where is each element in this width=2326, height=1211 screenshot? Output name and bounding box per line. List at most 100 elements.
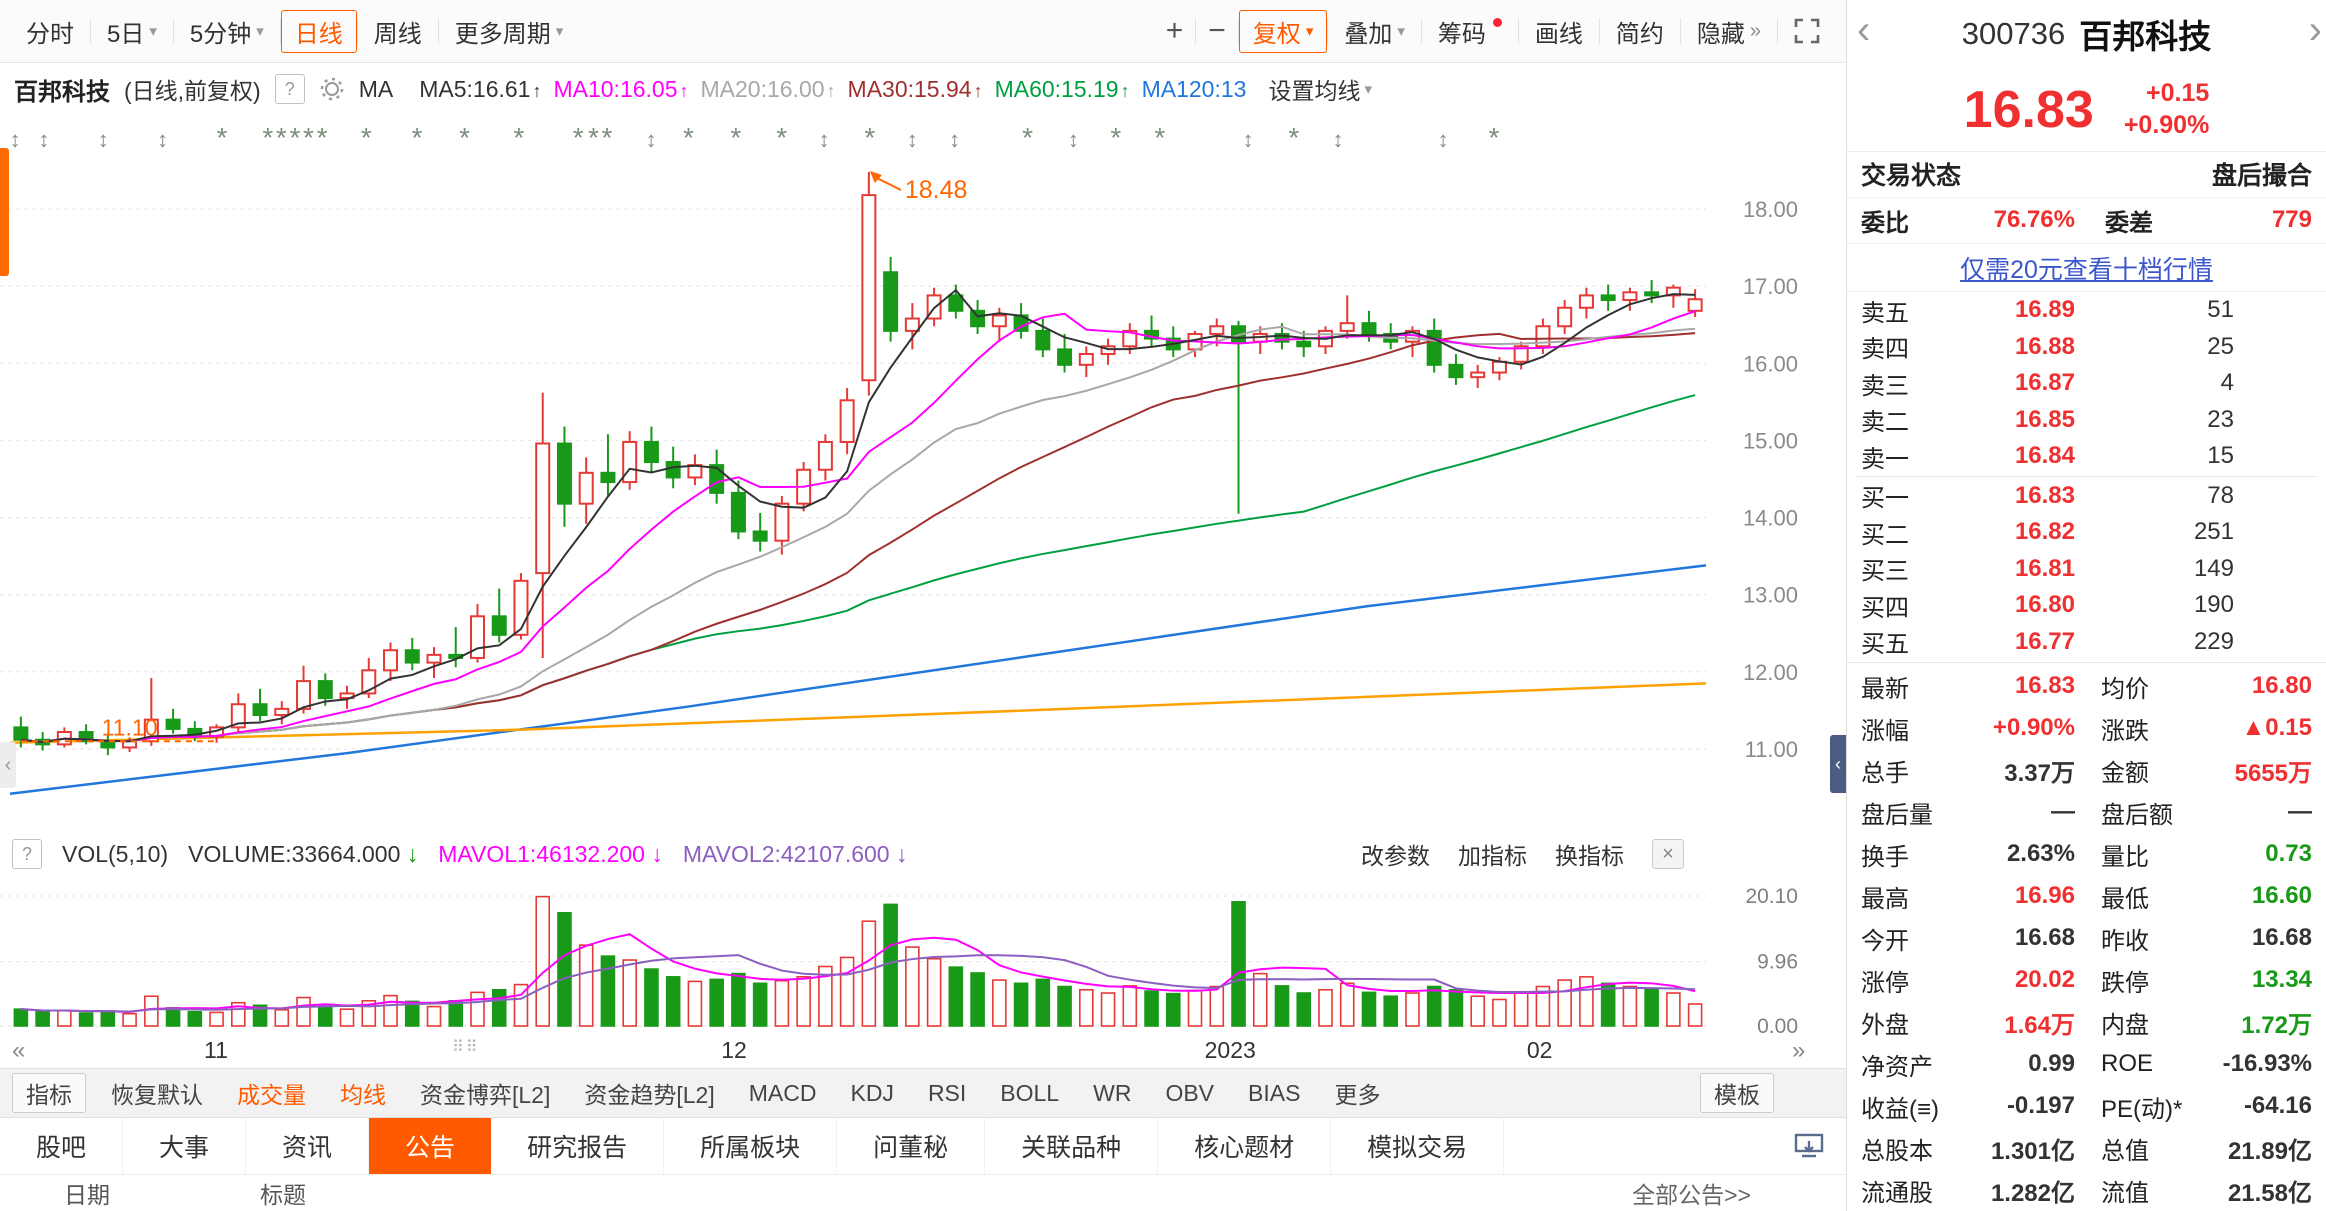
add-indicator-button[interactable]: 加指标: [1458, 843, 1527, 869]
tab-related-products[interactable]: 关联品种: [985, 1118, 1159, 1174]
tab-core-topics[interactable]: 核心题材: [1158, 1118, 1332, 1174]
ma-value-ma30: MA30:15.94 ↑: [847, 75, 983, 102]
indicator-tab-boll[interactable]: BOLL: [1000, 1079, 1060, 1106]
period-label: 分时: [26, 20, 74, 48]
tab-guba[interactable]: 股吧: [0, 1118, 124, 1174]
volume-bar: [317, 1005, 333, 1027]
draw-line-button[interactable]: 画线: [1519, 9, 1599, 54]
prev-stock-button[interactable]: ‹: [1857, 8, 1871, 52]
ma-settings-button[interactable]: 设置均线 ▾: [1268, 72, 1372, 106]
volume-bar: [905, 946, 920, 1027]
stat-label: 盘后量: [1861, 801, 1933, 829]
ma-values: MA5:16.61 ↑ MA10:16.05 ↑ MA20:16.00 ↑ MA30:15.…: [407, 76, 1246, 103]
mavol1-value: MAVOL1:46132.200 ↓: [438, 840, 663, 867]
tab-news[interactable]: 资讯: [246, 1118, 370, 1174]
next-stock-button[interactable]: ›: [2308, 8, 2322, 52]
left-edge-tab[interactable]: [0, 148, 9, 276]
tab-big-events[interactable]: 大事: [123, 1118, 247, 1174]
zoom-out-button[interactable]: −: [1208, 14, 1226, 47]
gear-icon[interactable]: [319, 76, 345, 102]
time-axis-label: 11: [204, 1037, 228, 1063]
candle-body: [1578, 294, 1594, 309]
tab-announcements[interactable]: 公告: [369, 1118, 492, 1174]
event-marker-icon: *: [513, 122, 524, 153]
chips-button[interactable]: 筹码: [1422, 9, 1518, 54]
candlestick-chart[interactable]: 18.00 17.00 16.00 15.00 14.00 13.00 12.00 11.00…: [0, 115, 1846, 832]
indicator-tab-fund-trend-l2[interactable]: 资金趋势[L2]: [584, 1082, 715, 1108]
trend-down-icon: ↓: [889, 840, 908, 867]
indicator-tab-ma[interactable]: 均线: [340, 1082, 386, 1108]
order-row-ask: 卖三 16.87 4: [1847, 365, 2326, 402]
scroll-left-icon[interactable]: «: [12, 1037, 26, 1064]
event-marker-icon: *: [317, 122, 328, 153]
left-collapse-handle[interactable]: ‹: [0, 742, 16, 788]
event-marker-icon: *: [412, 122, 423, 153]
period-button-more-periods[interactable]: 更多周期 ▾: [439, 9, 580, 54]
period-label: 日线: [294, 20, 343, 48]
volume-bar: [1274, 985, 1290, 1027]
candle-body: [1100, 345, 1116, 356]
indicator-tab-kdj[interactable]: KDJ: [850, 1079, 894, 1106]
adjust-price-button[interactable]: 复权 ▾: [1238, 9, 1328, 53]
help-icon[interactable]: ?: [274, 74, 305, 104]
all-announcements-link[interactable]: 全部公告>>: [1632, 1182, 1751, 1208]
candle-body: [752, 530, 768, 542]
indicator-tab-wr[interactable]: WR: [1093, 1079, 1132, 1106]
panel-collapse-handle[interactable]: ‹: [1830, 735, 1846, 793]
change-params-button[interactable]: 改参数: [1361, 843, 1430, 869]
level2-promo-link[interactable]: 仅需20元查看十档行情: [1960, 255, 2213, 284]
volume-bar: [1666, 992, 1681, 1027]
vol-indicator-label: VOL(5,10): [62, 840, 169, 867]
volume-bar: [1318, 988, 1333, 1027]
volume-chart[interactable]: 20.10 9.96 0.00: [0, 876, 1846, 1034]
period-button-five-day[interactable]: 5日 ▾: [91, 9, 173, 54]
tab-sectors[interactable]: 所属板块: [664, 1118, 838, 1174]
order-level-label: 卖五: [1861, 299, 1909, 327]
price-axis-label: 15.00: [1743, 428, 1798, 453]
close-indicator-button[interactable]: ×: [1652, 839, 1684, 869]
indicator-tab-obv[interactable]: OBV: [1165, 1079, 1215, 1106]
tab-ask-secretary[interactable]: 问董秘: [837, 1118, 986, 1174]
volume-bar: [13, 1008, 29, 1027]
pane-resize-handle[interactable]: ⠿⠿: [452, 1039, 480, 1056]
indicator-tab-more[interactable]: 更多: [1334, 1082, 1381, 1108]
event-marker-icon: *: [602, 122, 613, 153]
ma-settings-label: 设置均线: [1268, 78, 1361, 104]
indicator-tab-fund-battle-l2[interactable]: 资金博弈[L2]: [420, 1082, 551, 1108]
indicator-tab-bias[interactable]: BIAS: [1248, 1079, 1301, 1106]
indicator-tab-metrics[interactable]: 指标: [12, 1073, 86, 1113]
period-button-daily[interactable]: 日线: [280, 9, 357, 53]
indicator-tab-template[interactable]: 模板: [1700, 1073, 1774, 1113]
stat-label: 涨跌: [2101, 717, 2149, 745]
stat-label: 今开: [1861, 927, 1909, 955]
indicator-tab-macd[interactable]: MACD: [748, 1079, 817, 1106]
candle-body: [817, 440, 833, 471]
ma-value-ma20: MA20:16.00 ↑: [700, 75, 836, 102]
separator: [1420, 18, 1422, 44]
overlay-button[interactable]: 叠加 ▾: [1328, 9, 1421, 54]
tab-research-reports[interactable]: 研究报告: [491, 1118, 665, 1174]
period-button-five-min[interactable]: 5分钟 ▾: [174, 9, 280, 54]
switch-indicator-button[interactable]: 换指标: [1555, 843, 1624, 869]
volume-bar: [1644, 988, 1659, 1027]
indicator-tab-restore-default[interactable]: 恢复默认: [111, 1082, 203, 1108]
help-icon[interactable]: ?: [12, 839, 42, 869]
export-button[interactable]: [1794, 1118, 1824, 1174]
scroll-right-icon[interactable]: »: [1792, 1037, 1806, 1064]
tab-paper-trading[interactable]: 模拟交易: [1331, 1118, 1505, 1174]
period-button-weekly[interactable]: 周线: [358, 9, 438, 54]
order-level-label: 买一: [1861, 485, 1909, 513]
fullscreen-button[interactable]: [1778, 13, 1836, 49]
volume-axis-label: 9.96: [1757, 951, 1798, 974]
trade-status-value: 盘后撮合: [2211, 162, 2312, 191]
indicator-tab-volume[interactable]: 成交量: [237, 1082, 306, 1108]
stat-value: 1.72万: [2241, 1011, 2312, 1039]
simple-mode-button[interactable]: 简约: [1600, 9, 1680, 54]
indicator-tab-rsi[interactable]: RSI: [927, 1079, 967, 1106]
period-button-minute[interactable]: 分时: [10, 9, 90, 54]
title-column-header: 标题: [260, 1182, 306, 1208]
hide-button[interactable]: 隐藏»: [1681, 9, 1777, 54]
zoom-in-button[interactable]: +: [1165, 14, 1184, 47]
order-level-label: 卖四: [1861, 336, 1909, 364]
